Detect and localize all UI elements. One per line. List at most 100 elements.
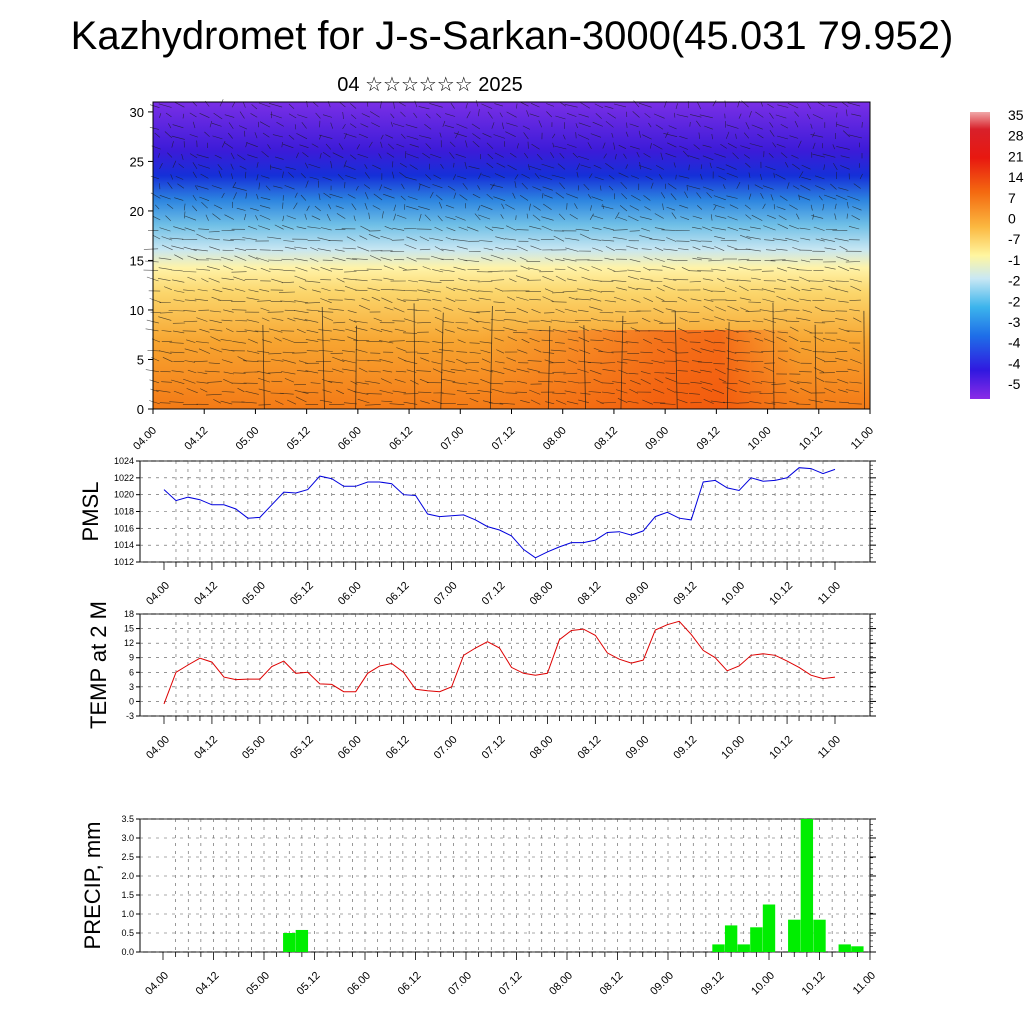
wind-barb (169, 237, 184, 240)
wind-barb (836, 112, 838, 118)
wind-barb (839, 245, 848, 251)
wind-barb (761, 288, 775, 293)
wind-barb (258, 182, 260, 190)
wind-barb (237, 387, 245, 393)
wind-barb (335, 205, 344, 209)
wind-barb (697, 257, 712, 260)
wind-barb (501, 122, 504, 130)
wind-barb (310, 247, 319, 251)
wind-barb (274, 224, 284, 230)
colorbar-label: 14 (1008, 169, 1024, 185)
wind-barb (528, 165, 542, 171)
wind-barb (201, 278, 209, 283)
wind-barb (321, 287, 331, 292)
wind-barb (617, 398, 628, 403)
wind-barb (625, 131, 629, 137)
wind-barb (725, 164, 737, 170)
wind-barb (744, 204, 751, 210)
wind-barb (499, 112, 503, 118)
wind-barb (651, 360, 665, 364)
wind-barb (739, 234, 752, 240)
wind-barb (788, 335, 799, 342)
wind-barb (613, 270, 627, 272)
x-tick-label: 09.00 (623, 734, 651, 762)
wind-barb (171, 269, 183, 272)
wind-barb (356, 359, 370, 362)
wind-barb (296, 152, 299, 159)
x-tick-label: 07.12 (497, 970, 525, 998)
wind-barb (168, 310, 185, 312)
wind-barb (197, 289, 208, 292)
wind-barb (305, 180, 309, 188)
x-tick-label: 06.12 (384, 580, 412, 608)
wind-barb (199, 196, 210, 201)
wind-barb (791, 154, 799, 159)
wind-barb (199, 113, 210, 118)
wind-barb (396, 298, 406, 303)
wind-barb (168, 123, 172, 129)
wind-barb (347, 310, 357, 314)
wind-barb (211, 185, 222, 189)
wind-barb (259, 289, 270, 292)
wind-barb (443, 307, 454, 311)
wind-barb (613, 296, 627, 302)
wind-barb (789, 359, 800, 364)
wind-barb (416, 322, 431, 324)
wind-barb (406, 236, 418, 242)
wind-barb (663, 248, 678, 251)
wind-barb (849, 278, 862, 283)
wind-barb (345, 328, 357, 333)
wind-barb (665, 153, 677, 158)
wind-barb (842, 130, 850, 138)
wind-barb (294, 390, 309, 394)
wind-barb (259, 205, 271, 209)
wind-barb (192, 162, 198, 170)
wind-barb (187, 255, 199, 260)
wind-barb (677, 296, 688, 302)
wind-barb (333, 328, 345, 332)
wind-barb (542, 296, 554, 302)
precip-bar (838, 944, 851, 952)
wind-barb (789, 380, 800, 385)
wind-barb (170, 351, 185, 354)
wind-barb (660, 152, 663, 160)
wind-barb (429, 237, 443, 241)
wind-barb (604, 257, 615, 261)
wind-barb (328, 381, 343, 384)
wind-barb (668, 125, 677, 130)
wind-barb (568, 296, 578, 301)
wind-barb (478, 108, 480, 117)
wind-barb (405, 124, 418, 129)
wind-barb (491, 122, 495, 129)
wind-barb (318, 311, 334, 313)
wind-barb (294, 300, 309, 304)
wind-barb (590, 205, 592, 211)
wind-barb (360, 225, 370, 232)
wind-barb (700, 381, 713, 385)
wind-barb (432, 269, 444, 273)
wind-barb (703, 330, 715, 332)
wind-barb (653, 319, 663, 324)
wind-barb (439, 269, 455, 272)
precip-bar (737, 944, 750, 952)
wind-barb (602, 142, 606, 149)
wind-barb (158, 350, 172, 354)
wind-barb (840, 155, 850, 159)
wind-barb (567, 338, 579, 342)
wind-barb (519, 101, 529, 107)
wind-barb (186, 339, 196, 343)
wind-barb (150, 175, 160, 180)
wind-barb (287, 172, 295, 178)
wind-barb (214, 154, 222, 159)
wind-barb (390, 121, 393, 127)
wind-barb (257, 360, 271, 362)
wind-barb (516, 143, 519, 149)
wind-barb (565, 321, 579, 323)
wind-barb (578, 399, 589, 403)
wind-barb (529, 389, 541, 395)
wind-barb (436, 113, 442, 118)
x-tick-label: 10.12 (767, 734, 795, 762)
wind-barb (200, 388, 208, 393)
wind-barb (696, 120, 701, 127)
wind-barb (777, 279, 787, 283)
